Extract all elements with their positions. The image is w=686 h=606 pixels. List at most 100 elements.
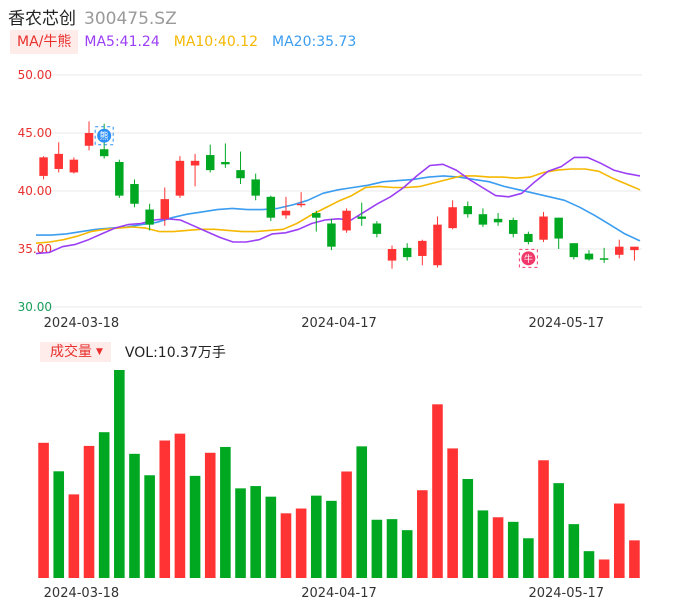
candle-down <box>524 231 533 245</box>
candle-body <box>145 209 154 225</box>
price-tick-label: 50.00 <box>18 68 52 82</box>
volume-bar-up <box>598 559 610 578</box>
candle-body <box>236 170 245 179</box>
candle-body <box>569 243 579 258</box>
candle-down <box>463 201 473 218</box>
candle-body <box>327 223 336 247</box>
price-tick-label: 30.00 <box>18 300 52 314</box>
candle-up <box>387 245 397 269</box>
marker-dot <box>521 251 536 266</box>
caret-down-icon: ▼ <box>96 347 103 357</box>
candle-up <box>54 142 63 173</box>
candle-down <box>508 217 518 238</box>
volume-bar-down <box>553 483 564 578</box>
volume-bar-up <box>295 508 307 578</box>
candle-body <box>539 216 548 240</box>
date-tick-label: 2024-05-17 <box>528 586 604 601</box>
candle-down <box>205 144 215 173</box>
marker-frame <box>94 126 114 146</box>
candle-body <box>54 153 63 169</box>
volume-indicator-dropdown[interactable]: 成交量 ▼ <box>40 342 111 362</box>
candle-body <box>599 258 609 260</box>
candle-body <box>160 199 170 219</box>
date-axis-volume: 2024-03-18 2024-04-17 2024-05-17 <box>44 586 604 601</box>
candle-body <box>448 207 457 229</box>
candle-body <box>281 210 291 216</box>
candle-down <box>251 173 260 201</box>
ma10-line <box>35 168 641 244</box>
volume-bar-up <box>159 440 171 578</box>
volume-bar-down <box>98 432 110 578</box>
candle-up <box>448 200 457 230</box>
volume-bar-down <box>310 495 322 578</box>
date-axis-price: 2024-03-18 2024-04-17 2024-05-17 <box>44 316 604 331</box>
ma10-legend: MA10:40.12 <box>173 34 259 50</box>
volume-bar-down <box>189 475 201 578</box>
candle-down <box>569 243 579 260</box>
ma20-path <box>36 175 641 242</box>
candle-down <box>221 143 230 168</box>
candle-down <box>266 195 276 222</box>
volume-bar-up <box>341 471 352 578</box>
candle-body <box>478 214 488 225</box>
candle-down <box>493 213 503 226</box>
price-grid <box>36 74 642 308</box>
volume-bar-down <box>235 488 246 578</box>
volume-bar-up <box>492 517 504 578</box>
stock-name: 香农芯创 <box>8 9 76 29</box>
ma20-line <box>36 175 641 242</box>
volume-bar-down <box>523 538 534 578</box>
volume-tab-label: 成交量 <box>50 344 92 360</box>
candle-body <box>296 203 306 206</box>
volume-bar-down <box>386 519 398 578</box>
price-tick-label: 40.00 <box>18 184 52 198</box>
candle-body <box>402 247 412 258</box>
candle-body <box>205 155 215 171</box>
candle-down <box>599 247 609 263</box>
volume-bar-up <box>538 460 549 578</box>
date-tick-label: 2024-04-17 <box>301 586 377 601</box>
candle-body <box>387 249 397 261</box>
volume-bar-up <box>432 404 443 578</box>
volume-bar-down <box>326 500 337 578</box>
candle-up <box>296 192 306 208</box>
candle-body <box>630 246 639 251</box>
candle-up <box>160 187 170 226</box>
candle-body <box>221 162 230 165</box>
candle-up <box>342 208 351 233</box>
volume-bar-up <box>204 452 216 578</box>
candle-up <box>175 156 185 198</box>
date-tick-label: 2024-03-18 <box>44 316 120 331</box>
volume-bar-down <box>371 519 383 578</box>
candle-body <box>99 149 109 157</box>
candle-up <box>630 246 639 261</box>
volume-bar-down <box>250 486 261 578</box>
title-row: 香农芯创 300475.SZ <box>8 4 177 29</box>
volume-bar-down <box>583 551 595 578</box>
ma5-path <box>35 156 641 255</box>
candle-body <box>508 220 518 234</box>
candle-down <box>372 221 382 238</box>
volume-bar-down <box>462 478 474 578</box>
date-tick-label: 2024-03-18 <box>44 586 120 601</box>
bull-bear-markers: 熊牛 <box>94 126 538 268</box>
bull-marker: 牛 <box>518 248 538 268</box>
candle-down <box>145 203 154 231</box>
candle-up <box>190 153 200 187</box>
marker-label: 牛 <box>524 253 533 265</box>
volume-bar-up <box>83 445 95 578</box>
volume-bar-down <box>220 446 231 578</box>
ma-indicator-tab[interactable]: MA/牛熊 <box>10 30 79 54</box>
candle-body <box>463 206 473 215</box>
volume-bar-down <box>356 446 368 578</box>
candle-down <box>478 208 488 227</box>
candle-body <box>266 196 276 218</box>
candle-up <box>39 156 48 180</box>
ma20-legend: MA20:35.73 <box>272 34 357 50</box>
candle-body <box>39 157 48 176</box>
candle-body <box>84 133 94 146</box>
volume-bar-up <box>447 448 458 578</box>
candle-up <box>615 239 624 259</box>
marker-label: 熊 <box>100 130 109 142</box>
